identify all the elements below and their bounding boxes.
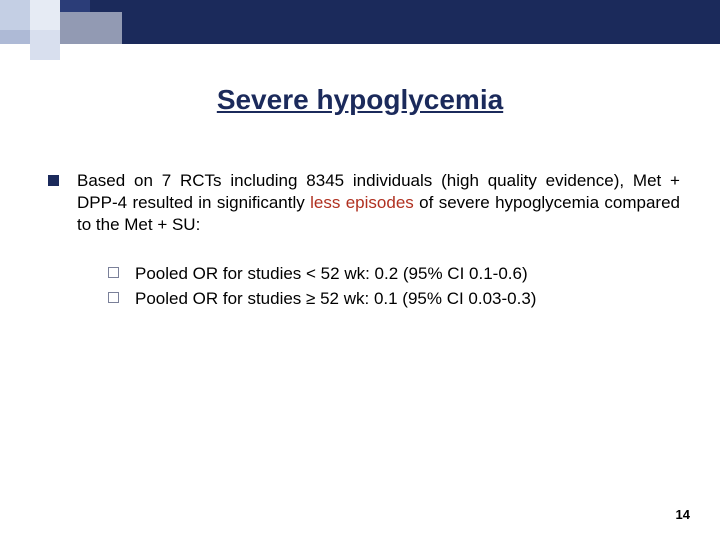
main-bullet-text: Based on 7 RCTs including 8345 individua… xyxy=(77,170,680,235)
slide-title: Severe hypoglycemia xyxy=(217,84,503,115)
filled-square-bullet-icon xyxy=(48,175,59,186)
slide-body: Based on 7 RCTs including 8345 individua… xyxy=(48,170,680,313)
hollow-square-bullet-icon xyxy=(108,292,119,303)
main-bullet-highlight: less episodes xyxy=(310,193,414,212)
corner-decoration xyxy=(0,0,122,60)
sub-bullet: Pooled OR for studies ≥ 52 wk: 0.1 (95% … xyxy=(108,288,680,310)
sub-bullet-text: Pooled OR for studies ≥ 52 wk: 0.1 (95% … xyxy=(135,288,536,310)
sub-bullet: Pooled OR for studies < 52 wk: 0.2 (95% … xyxy=(108,263,680,285)
sub-bullet-list: Pooled OR for studies < 52 wk: 0.2 (95% … xyxy=(108,263,680,310)
main-bullet: Based on 7 RCTs including 8345 individua… xyxy=(48,170,680,235)
sub-bullet-text: Pooled OR for studies < 52 wk: 0.2 (95% … xyxy=(135,263,528,285)
hollow-square-bullet-icon xyxy=(108,267,119,278)
page-number: 14 xyxy=(676,507,690,522)
slide-title-container: Severe hypoglycemia xyxy=(0,84,720,116)
